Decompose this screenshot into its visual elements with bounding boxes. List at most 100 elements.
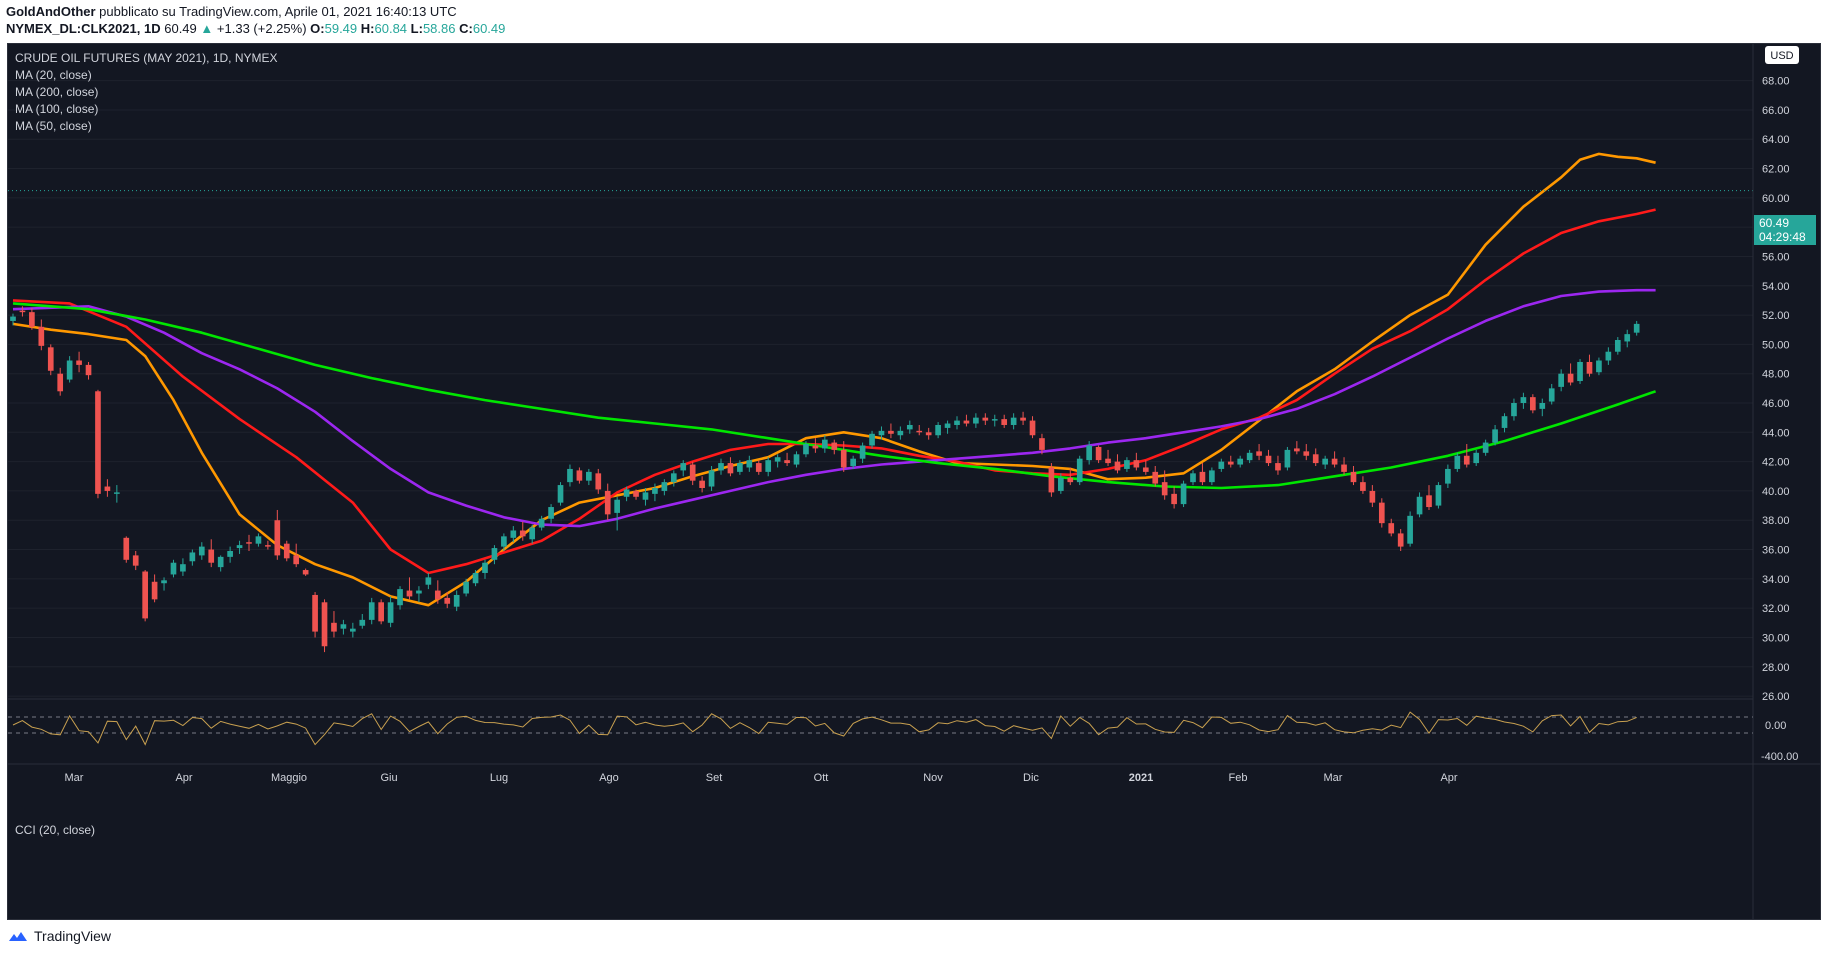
tradingview-logo[interactable]: TradingView bbox=[8, 928, 111, 944]
currency-badge-bg[interactable] bbox=[1765, 46, 1799, 64]
candle-body bbox=[1058, 477, 1064, 491]
candle-body bbox=[265, 545, 271, 547]
price-tick-label: 34.00 bbox=[1762, 574, 1790, 586]
candle-body bbox=[425, 577, 432, 585]
candle-body bbox=[774, 457, 781, 462]
candle-body bbox=[982, 417, 989, 421]
candle-body bbox=[973, 417, 979, 424]
candle-body bbox=[1539, 403, 1546, 409]
legend-ma50[interactable]: MA (50, close) bbox=[15, 119, 92, 133]
candle-body bbox=[208, 549, 215, 563]
candle-body bbox=[1605, 351, 1612, 361]
candle-body bbox=[1048, 467, 1055, 493]
candle-body bbox=[434, 590, 441, 600]
candle-body bbox=[897, 430, 904, 436]
legend-cci[interactable]: CCI (20, close) bbox=[15, 823, 95, 837]
candle-body bbox=[472, 572, 479, 584]
candle-body bbox=[76, 360, 82, 365]
author-name[interactable]: GoldAndOther bbox=[6, 4, 96, 19]
candle-body bbox=[1284, 449, 1291, 468]
candle-body bbox=[1312, 454, 1319, 464]
candle-body bbox=[1152, 471, 1159, 484]
legend-ma20[interactable]: MA (20, close) bbox=[15, 68, 92, 82]
candle-body bbox=[340, 624, 347, 629]
candle-body bbox=[1180, 483, 1187, 505]
price-tick-label: 64.00 bbox=[1762, 134, 1790, 146]
candle-body bbox=[1530, 397, 1536, 411]
brand-name: TradingView bbox=[34, 928, 112, 944]
candle-body bbox=[1237, 458, 1244, 465]
candle-body bbox=[944, 423, 951, 428]
candle-body bbox=[1275, 463, 1281, 471]
candle-body bbox=[1199, 471, 1206, 483]
candle-body bbox=[1463, 455, 1470, 465]
candle-body bbox=[1511, 403, 1517, 417]
candle-body bbox=[217, 556, 224, 568]
tradingview-logo-icon bbox=[9, 932, 27, 941]
candle-body bbox=[29, 312, 35, 327]
candle-body bbox=[510, 530, 517, 538]
price-tick-label: 32.00 bbox=[1762, 603, 1790, 615]
candle-body bbox=[1596, 360, 1602, 373]
candle-body bbox=[1360, 482, 1366, 491]
candle-body bbox=[198, 546, 205, 556]
candle-body bbox=[708, 470, 715, 487]
time-tick-label: Maggio bbox=[271, 772, 307, 784]
high-label: H: bbox=[360, 21, 375, 36]
price-axis[interactable]: 68.0066.0064.0062.0060.0058.0056.0054.00… bbox=[1752, 44, 1790, 919]
candle-body bbox=[765, 460, 772, 472]
price-badge-countdown: 04:29:48 bbox=[1759, 230, 1806, 244]
candle-body bbox=[595, 473, 602, 490]
candle-body bbox=[1416, 496, 1423, 515]
candle-body bbox=[1124, 460, 1130, 469]
candle-body bbox=[869, 433, 875, 446]
candle-body bbox=[831, 442, 838, 450]
legend-ma200[interactable]: MA (200, close) bbox=[15, 85, 98, 99]
candle-body bbox=[1303, 451, 1310, 456]
candle-body bbox=[246, 542, 252, 544]
candle-body bbox=[1614, 339, 1621, 352]
candle-body bbox=[1369, 490, 1376, 503]
candle-body bbox=[321, 602, 328, 647]
candle-body bbox=[1388, 523, 1395, 534]
candle-body bbox=[1067, 477, 1074, 483]
candle-body bbox=[633, 490, 639, 497]
price-tick-label: 54.00 bbox=[1762, 281, 1790, 293]
candle-body bbox=[1171, 493, 1177, 505]
price-badge bbox=[1754, 215, 1816, 245]
candle-body bbox=[822, 439, 828, 449]
price-tick-label: 52.00 bbox=[1762, 310, 1790, 322]
candlesticks bbox=[10, 306, 1640, 653]
candle-body bbox=[699, 480, 705, 488]
candle-body bbox=[1548, 388, 1555, 402]
candle-body bbox=[1331, 458, 1338, 465]
chart-area[interactable]: 68.0066.0064.0062.0060.0058.0056.0054.00… bbox=[7, 43, 1821, 920]
time-tick-label: Feb bbox=[1229, 772, 1248, 784]
grid-lines bbox=[8, 80, 1753, 697]
time-tick-label: Giu bbox=[380, 772, 397, 784]
legend-ma100[interactable]: MA (100, close) bbox=[15, 102, 98, 116]
candle-body bbox=[1567, 373, 1574, 383]
time-axis[interactable]: Mar Apr Maggio Giu Lug Ago Set Ott Nov Dic 2021 Feb… bbox=[8, 763, 1820, 784]
candle-body bbox=[850, 458, 856, 467]
candle-body bbox=[1294, 448, 1300, 452]
candle-body bbox=[104, 486, 111, 491]
candle-body bbox=[1426, 495, 1432, 508]
price-chart[interactable]: 68.0066.0064.0062.0060.0058.0056.0054.00… bbox=[8, 44, 1820, 919]
candle-body bbox=[1039, 438, 1045, 450]
symbol-info: NYMEX_DL:CLK2021, 1D 60.49 ▲ +1.33 (+2.2… bbox=[6, 21, 505, 36]
price-tick-label: 44.00 bbox=[1762, 427, 1790, 439]
candle-body bbox=[302, 570, 309, 575]
last-price: 60.49 bbox=[164, 21, 197, 36]
price-change: +1.33 (+2.25%) bbox=[216, 21, 307, 36]
candle-body bbox=[151, 581, 158, 600]
cci-line bbox=[12, 711, 1637, 746]
candle-body bbox=[840, 449, 847, 468]
candle-body bbox=[1445, 468, 1451, 484]
candle-body bbox=[142, 571, 148, 619]
candle-body bbox=[1378, 502, 1385, 524]
price-tick-label: 36.00 bbox=[1762, 545, 1790, 557]
cci-tick-label: 0.00 bbox=[1765, 720, 1786, 732]
candle-body bbox=[1577, 361, 1583, 382]
candle-body bbox=[586, 471, 592, 481]
